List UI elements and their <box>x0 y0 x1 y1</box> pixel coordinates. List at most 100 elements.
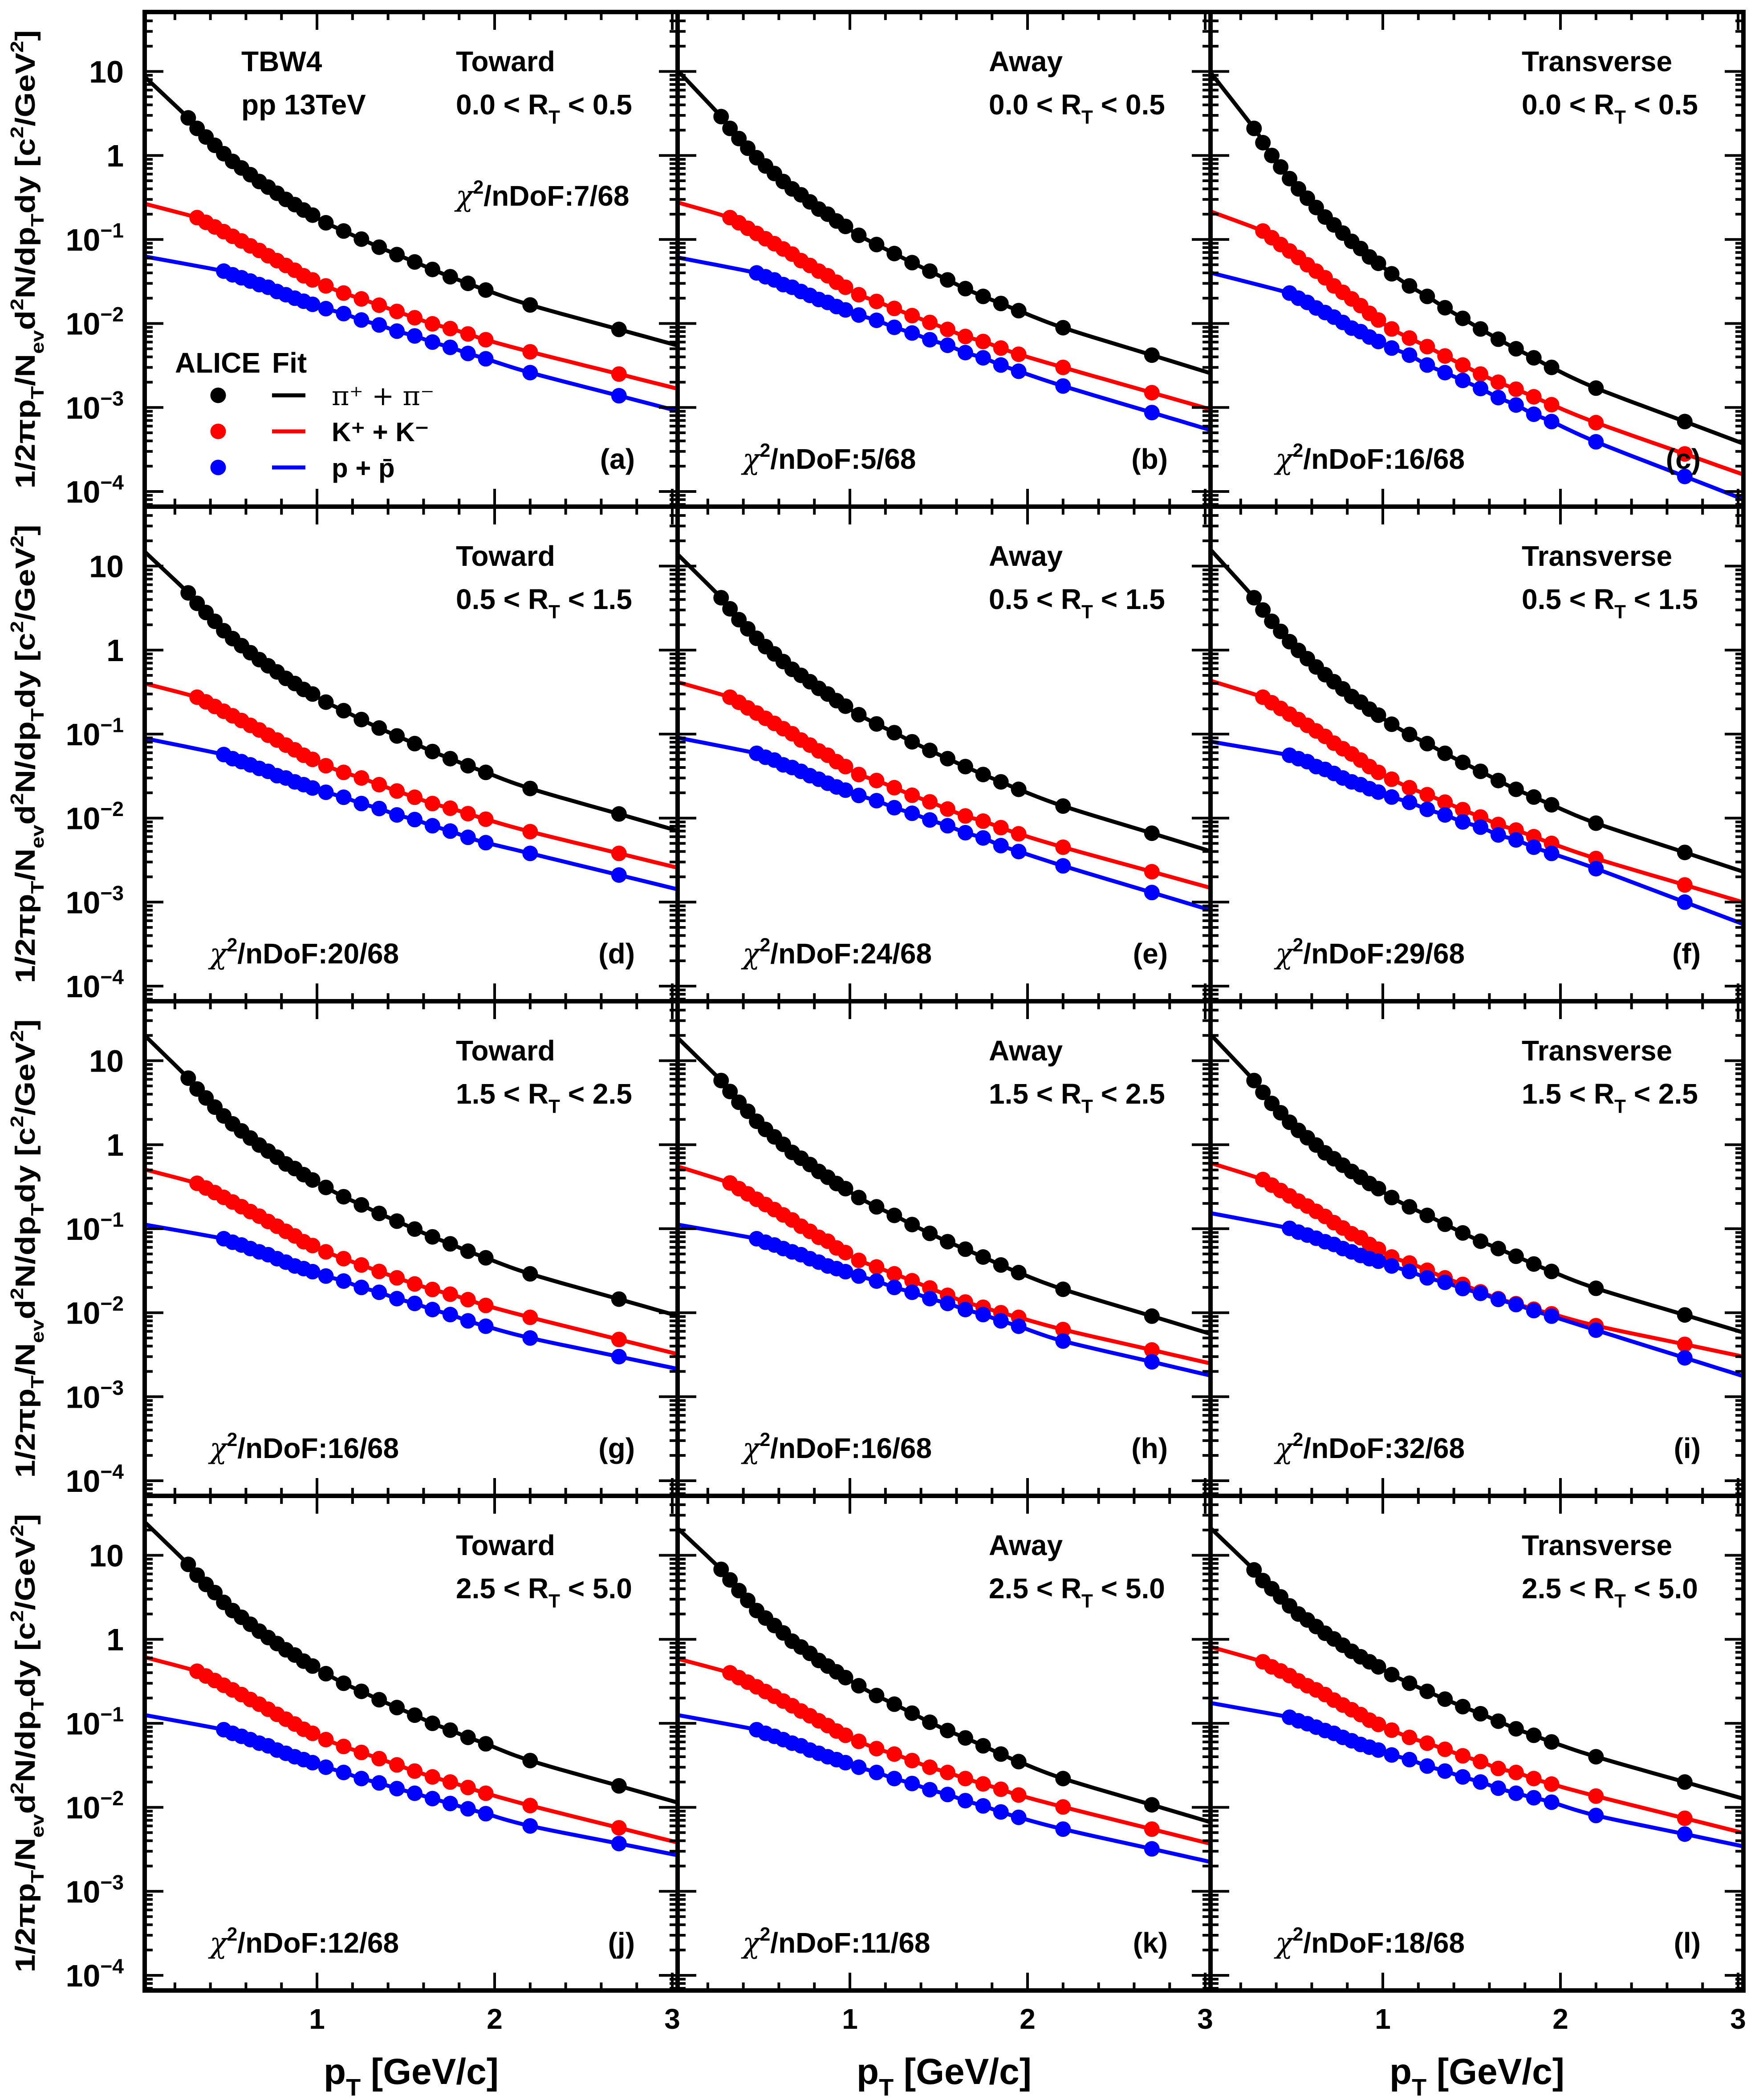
region-label: Toward <box>456 540 555 572</box>
chi2-exponent: 2 <box>227 934 238 955</box>
y-tick-label: 10−3 <box>65 1871 124 1909</box>
y-tick-label: 10−4 <box>65 1460 124 1499</box>
proton-data-point <box>318 301 334 317</box>
pion-data-point <box>353 711 370 727</box>
kaon-data-point <box>904 1753 920 1769</box>
pion-data-point <box>336 223 352 239</box>
rt-low: 0.5 <box>1522 583 1561 615</box>
chi2-text: /nDoF: <box>1303 1927 1393 1959</box>
text-segment: T <box>27 1375 48 1388</box>
proton-data-point <box>389 1291 405 1307</box>
tick-exponent: −2 <box>100 1787 124 1810</box>
kaon-data-point <box>869 772 885 788</box>
text-segment: N/dp <box>10 1216 41 1288</box>
proton-data-point <box>522 1330 538 1346</box>
proton-data-point <box>371 800 387 816</box>
proton-data-point <box>424 818 440 834</box>
rt-range-label: 0.5 < RT < 1.5 <box>989 583 1165 622</box>
kaon-data-point <box>305 1238 321 1254</box>
pion-data-point <box>1055 320 1071 336</box>
rt-relation: < <box>1093 583 1125 615</box>
text-segment: ] <box>10 1020 41 1030</box>
pion-data-point <box>1011 303 1027 319</box>
pion-data-point <box>922 743 938 758</box>
pion-data-point <box>722 1572 738 1588</box>
rt-high: 2.5 <box>1125 1078 1165 1110</box>
pion-data-point <box>1255 602 1271 618</box>
text-segment: /N <box>10 1343 41 1376</box>
chi2-label: χ2/nDoF:29/68 <box>1274 934 1465 971</box>
pion-data-point <box>442 1236 458 1252</box>
kaon-data-point <box>424 1769 440 1785</box>
legend-data-header: ALICE <box>175 347 260 379</box>
rt-high: 5.0 <box>1125 1572 1165 1604</box>
pion-data-point <box>1419 288 1435 305</box>
rt-relation: < <box>496 583 528 615</box>
region-label: Transverse <box>1522 1529 1672 1561</box>
chi-symbol: χ <box>741 938 761 971</box>
pion-data-point <box>869 1688 885 1703</box>
pion-data-point <box>522 780 538 796</box>
rt-variable: R <box>1061 89 1081 121</box>
pion-data-point <box>904 734 920 750</box>
pion-data-point <box>1473 1233 1488 1249</box>
x-tick-label: 2 <box>1020 2003 1036 2035</box>
pion-data-point <box>611 1778 627 1794</box>
pion-data-point <box>1011 1754 1027 1770</box>
rt-relation: < <box>1561 1078 1594 1110</box>
legend-fit-header: Fit <box>272 347 307 379</box>
chi2-text: /nDoF: <box>770 1927 861 1959</box>
proton-data-point <box>837 782 853 798</box>
y-tick-label: 10 <box>89 549 124 584</box>
proton-data-point <box>1402 1751 1418 1767</box>
proton-data-point <box>611 1349 627 1365</box>
region-label: Away <box>989 1035 1063 1067</box>
proton-data-point <box>1455 1769 1471 1785</box>
chi2-value: 20/68 <box>328 938 399 970</box>
y-tick-label: 10 <box>89 1044 124 1079</box>
region-label: Away <box>989 540 1063 572</box>
tick-base: 10 <box>65 1380 100 1414</box>
region-label: Away <box>989 45 1063 77</box>
text-segment: 2 <box>7 793 27 805</box>
tick-exponent: −4 <box>100 1955 124 1978</box>
proton-data-point <box>1402 794 1418 810</box>
text-segment: 1/2πp <box>10 1883 41 1973</box>
pion-data-point <box>305 1172 321 1188</box>
tick-exponent: −2 <box>100 1292 124 1315</box>
pion-data-point <box>1055 1281 1071 1297</box>
proton-data-point <box>904 325 920 341</box>
text-segment: ] <box>10 1514 41 1525</box>
proton-data-point <box>1384 1258 1400 1274</box>
pion-data-point <box>851 1678 867 1694</box>
rt-variable: R <box>1061 1078 1081 1110</box>
pion-data-point <box>957 1730 973 1746</box>
kaon-data-point <box>975 333 991 349</box>
pion-data-point <box>975 767 991 783</box>
rt-relation: < <box>1028 583 1061 615</box>
rt-range-label: 2.5 < RT < 5.0 <box>1522 1572 1698 1611</box>
pion-data-point <box>1508 781 1524 797</box>
y-tick-label: 10−1 <box>65 713 124 751</box>
text-segment: 2 <box>7 298 27 310</box>
chi2-label: χ2/nDoF:16/68 <box>741 1429 932 1465</box>
rt-high: 0.5 <box>593 89 632 121</box>
proton-data-point <box>318 1759 334 1775</box>
rt-relation: < <box>1561 583 1594 615</box>
proton-data-point <box>424 1302 440 1317</box>
pion-data-point <box>442 1722 458 1738</box>
pion-data-point <box>1526 1256 1542 1272</box>
kaon-data-point <box>940 1764 955 1780</box>
panel-h: Away 1.5 < RT < 2.5 χ2/nDoF:16/68 (h) <box>675 999 1213 1498</box>
rt-low: 2.5 <box>989 1572 1028 1604</box>
proton-data-point <box>1508 832 1524 848</box>
text-segment: T <box>27 1698 48 1710</box>
tick-base: 1 <box>106 1128 124 1162</box>
proton-data-point <box>371 1284 387 1300</box>
pion-data-point <box>1144 1797 1160 1813</box>
pion-data-point <box>1246 1072 1262 1089</box>
pion-data-point <box>522 1266 538 1282</box>
rt-variable: R <box>1061 1572 1081 1604</box>
pion-data-point <box>353 1683 370 1699</box>
region-label: Transverse <box>1522 1035 1672 1067</box>
